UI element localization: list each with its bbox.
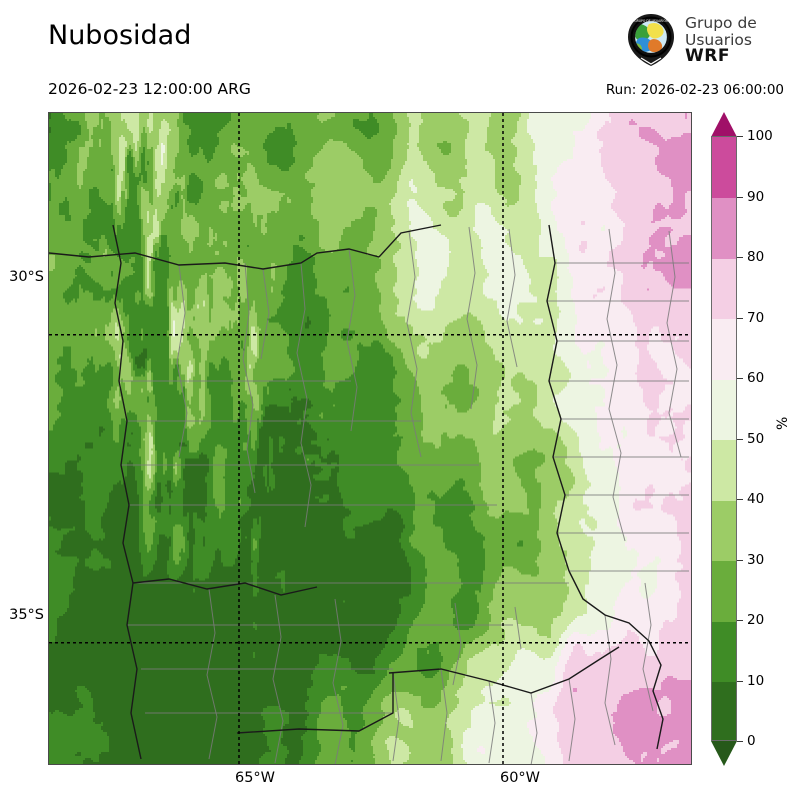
colorbar-tick-label: 20	[747, 612, 765, 628]
colorbar-over-arrow	[711, 112, 737, 137]
country-borders	[49, 224, 664, 760]
globe-emblem-icon: GRUPO DE USUARIOS	[628, 14, 674, 66]
colorbar-band	[712, 379, 736, 441]
province-line	[530, 692, 538, 764]
colorbar-band	[712, 681, 736, 740]
colorbar-bands	[711, 136, 737, 741]
border-line	[132, 578, 318, 596]
province-line	[452, 602, 462, 686]
graticule-gridlines	[49, 113, 691, 764]
colorbar-tick-mark	[737, 620, 743, 621]
colorbar-band	[712, 439, 736, 501]
province-line	[440, 668, 448, 762]
province-line	[488, 680, 496, 764]
colorbar-tick-mark	[737, 680, 743, 682]
colorbar-under-arrow	[711, 741, 737, 766]
valid-time-label: 2026-02-23 12:00:00 ARG	[48, 80, 251, 98]
province-borders	[119, 226, 689, 764]
logo-line-1: Grupo de	[685, 14, 757, 32]
colorbar-tick-label: 0	[747, 733, 756, 749]
colorbar-band	[712, 560, 736, 622]
province-line	[392, 672, 400, 762]
logo: GRUPO DE USUARIOS Grupo de Usuarios WRF	[617, 10, 782, 72]
border-line	[378, 224, 442, 258]
colorbar-tick-mark	[737, 438, 743, 440]
map-overlays	[49, 113, 691, 764]
lat-label-35s: 35°S	[9, 607, 44, 623]
colorbar-tick-mark	[737, 317, 743, 319]
province-line	[346, 248, 358, 432]
province-line	[206, 588, 218, 760]
province-line	[466, 226, 478, 410]
province-line	[332, 598, 344, 764]
border-line	[388, 646, 620, 694]
colorbar-tick-label: 60	[747, 370, 765, 386]
border-line	[546, 224, 570, 572]
province-line	[666, 230, 682, 458]
lon-label-65w: 65°W	[234, 770, 276, 786]
cloud-cover-field	[49, 113, 691, 764]
lat-label-30s: 30°S	[9, 269, 44, 285]
colorbar-tick-label: 40	[747, 491, 765, 507]
colorbar-tick-label: 90	[747, 188, 765, 205]
province-line	[514, 606, 522, 650]
colorbar-tick-label: 50	[747, 430, 765, 447]
logo-text: Grupo de Usuarios WRF	[685, 15, 781, 65]
colorbar-tick-label: 70	[747, 309, 765, 326]
colorbar-tick-mark	[737, 257, 743, 258]
province-line	[568, 678, 576, 762]
colorbar-band	[712, 621, 736, 683]
colorbar-tick-label: 30	[747, 551, 765, 568]
border-line	[112, 224, 142, 760]
border-line	[49, 248, 380, 270]
colorbar-band	[712, 137, 736, 199]
province-line	[406, 230, 422, 458]
colorbar-band	[712, 258, 736, 320]
province-line	[642, 582, 654, 712]
province-line	[606, 228, 626, 542]
province-line	[604, 614, 616, 746]
lon-label-60w: 60°W	[499, 770, 541, 786]
province-line	[506, 228, 518, 368]
province-line	[260, 268, 270, 360]
colorbar-tick-mark	[737, 741, 743, 742]
colorbar-band	[712, 500, 736, 562]
logo-line-2: Usuarios	[685, 30, 752, 49]
run-time-label: Run: 2026-02-23 06:00:00	[605, 82, 784, 98]
colorbar-tick-label: 10	[747, 672, 765, 689]
map-frame[interactable]	[48, 112, 692, 765]
colorbar: 0 10 20 30 40 50 60 70 80 90 100 %	[711, 112, 791, 766]
province-line	[176, 264, 188, 458]
province-line	[272, 594, 284, 764]
logo-line-3: WRF	[685, 46, 730, 66]
colorbar-tick-mark	[737, 559, 743, 561]
page-title: Nubosidad	[48, 20, 192, 51]
colorbar-band	[712, 318, 736, 380]
colorbar-tick-mark	[737, 196, 743, 198]
province-line	[296, 262, 312, 528]
colorbar-tick-mark	[737, 378, 743, 379]
province-line	[242, 262, 256, 494]
svg-text:GRUPO DE USUARIOS: GRUPO DE USUARIOS	[634, 19, 668, 23]
colorbar-band	[712, 197, 736, 259]
colorbar-tick-mark	[737, 136, 743, 137]
colorbar-tick-label: 80	[747, 249, 765, 265]
border-line	[568, 570, 664, 750]
colorbar-unit-label: %	[775, 416, 791, 430]
colorbar-tick-label: 100	[747, 128, 773, 144]
colorbar-tick-mark	[737, 499, 743, 500]
border-line	[236, 673, 394, 734]
